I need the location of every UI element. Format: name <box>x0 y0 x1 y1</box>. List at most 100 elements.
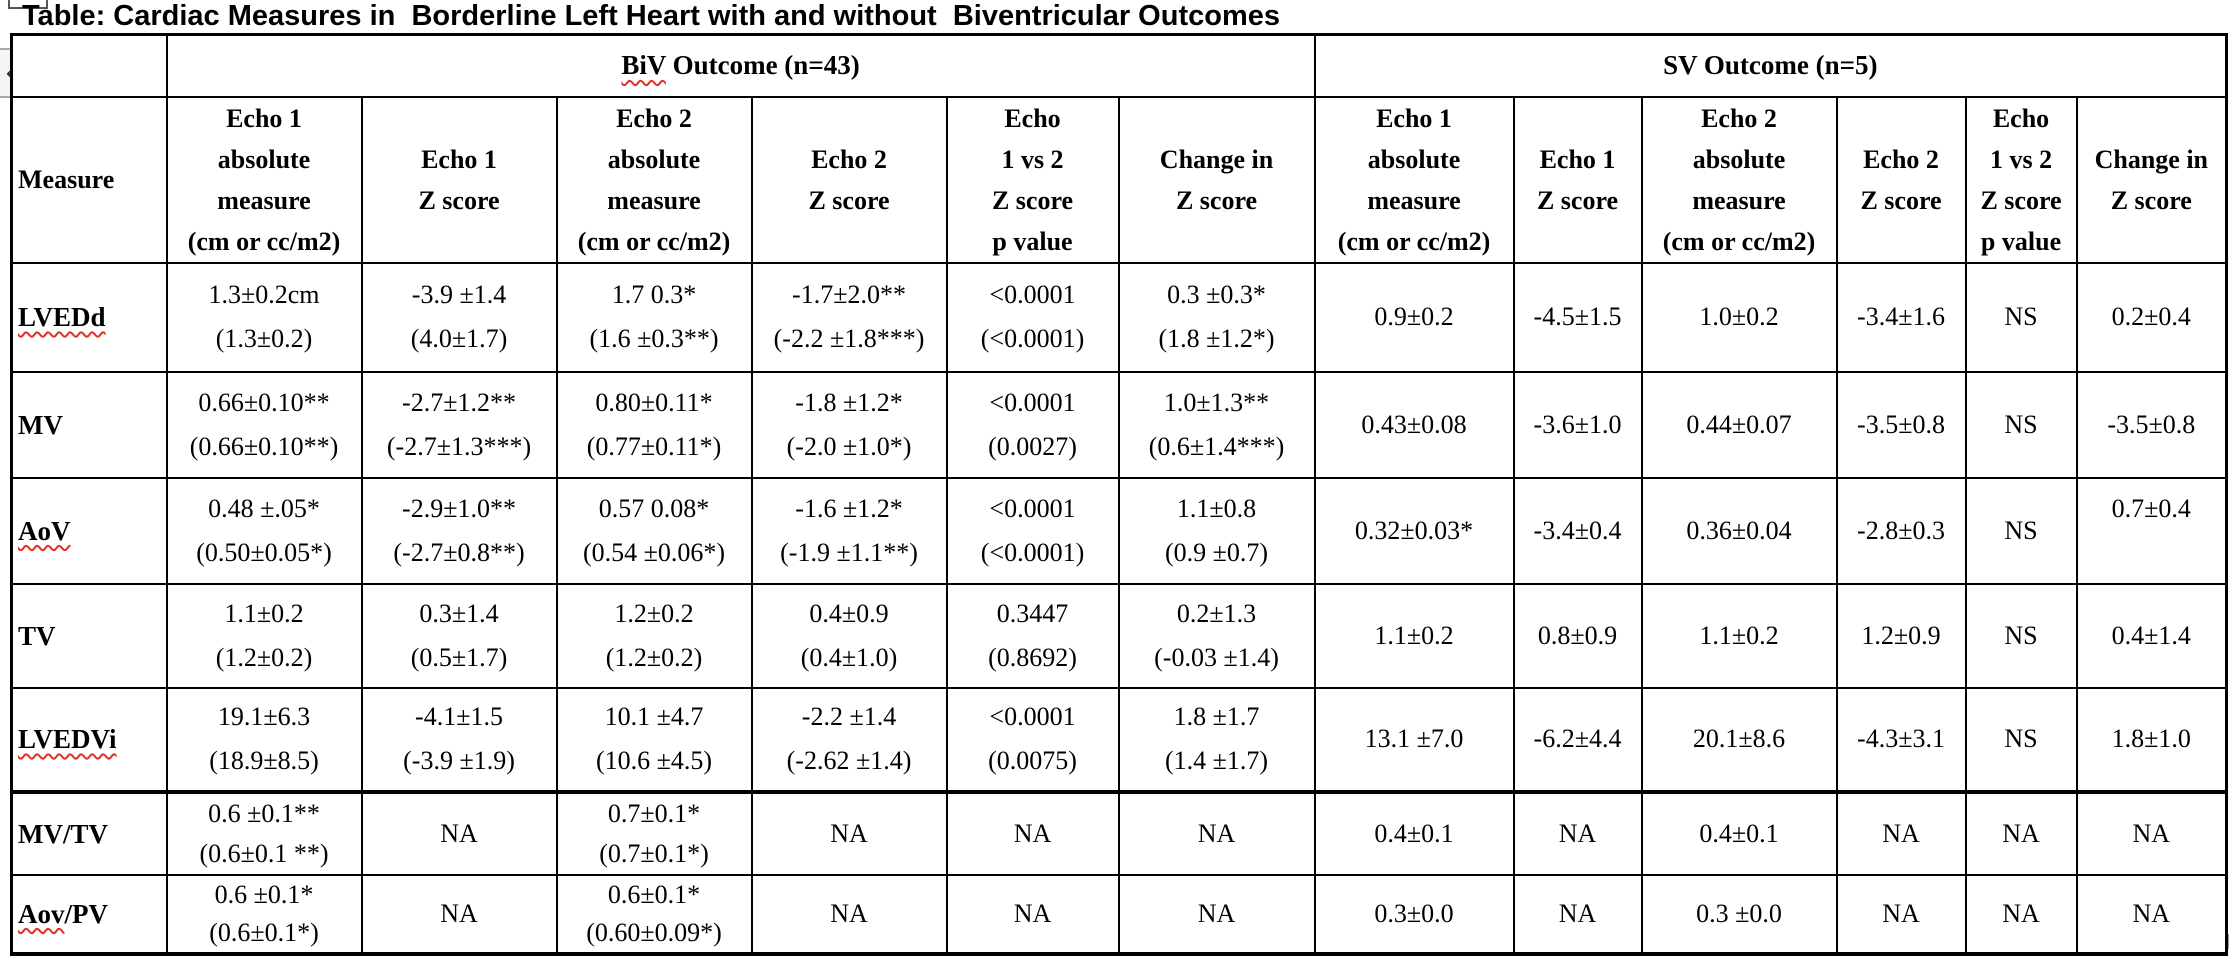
measure-cell-mv-tv: MV/TV <box>10 789 168 876</box>
data-cell: -2.7±1.2** (-2.7±1.3***) <box>360 370 558 479</box>
data-cell: 0.4±0.1 <box>1640 789 1838 876</box>
data-cell: 0.48 ±.05* (0.50±0.05*) <box>165 476 363 585</box>
data-cell: 0.3447 (0.8692) <box>945 582 1120 689</box>
col-header-sv-echo1-z: Echo 1 Z score <box>1512 95 1643 264</box>
data-cell: -4.3±3.1 <box>1835 686 1967 793</box>
measure-cell-lvedd: LVEDd <box>10 261 168 373</box>
group-biv-rest: Outcome (n=43) <box>665 50 860 81</box>
col-header-sv-echo1-abs: Echo 1 absolute measure (cm or cc/m2) <box>1313 95 1515 264</box>
data-cell: -2.9±1.0** (-2.7±0.8**) <box>360 476 558 585</box>
data-cell: NA <box>1964 789 2078 876</box>
data-cell: 1.2±0.2 (1.2±0.2) <box>555 582 753 689</box>
data-cell: -4.5±1.5 <box>1512 261 1643 373</box>
data-cell: -2.2 ±1.4 (-2.62 ±1.4) <box>750 686 948 793</box>
data-cell: 1.7 0.3* (1.6 ±0.3**) <box>555 261 753 373</box>
table-row: AoV 0.48 ±.05* (0.50±0.05*) -2.9±1.0** (-2… <box>10 476 2228 585</box>
col-header-biv-echo1-abs: Echo 1 absolute measure (cm or cc/m2) <box>165 95 363 264</box>
data-cell: 0.2±0.4 <box>2075 261 2228 373</box>
measure-cell-tv: TV <box>10 582 168 689</box>
ui-fragment-top <box>8 0 48 9</box>
col-header-biv-change-z: Change in Z score <box>1117 95 1316 264</box>
data-cell: 0.7±0.4 <box>2075 476 2228 585</box>
col-header-sv-change-z: Change in Z score <box>2075 95 2228 264</box>
data-cell: -1.6 ±1.2* (-1.9 ±1.1**) <box>750 476 948 585</box>
measure-label: Aov <box>18 898 65 929</box>
measure-label: AoV <box>18 515 71 546</box>
table-body: LVEDd 1.3±0.2cm (1.3±0.2) -3.9 ±1.4 (4.0±1… <box>10 261 2228 955</box>
data-cell: NA <box>1964 873 2078 955</box>
col-header-biv-pvalue: Echo 1 vs 2 Z score p value <box>945 95 1120 264</box>
data-cell: 1.1±0.8 (0.9 ±0.7) <box>1117 476 1316 585</box>
data-cell: 1.8 ±1.7 (1.4 ±1.7) <box>1117 686 1316 793</box>
data-cell: 0.36±0.04 <box>1640 476 1838 585</box>
data-cell: 0.3±1.4 (0.5±1.7) <box>360 582 558 689</box>
data-cell: NA <box>1512 873 1643 955</box>
table-row: MV 0.66±0.10** (0.66±0.10**) -2.7±1.2** (-… <box>10 370 2228 479</box>
measure-cell-lvedvi: LVEDVi <box>10 686 168 793</box>
col-header-biv-echo1-z: Echo 1 Z score <box>360 95 558 264</box>
data-cell: NA <box>750 789 948 876</box>
data-cell: 13.1 ±7.0 <box>1313 686 1515 793</box>
data-cell: NA <box>2075 873 2228 955</box>
data-cell: -1.8 ±1.2* (-2.0 ±1.0*) <box>750 370 948 479</box>
measure-label: LVEDVi <box>18 724 117 754</box>
data-cell: 1.0±0.2 <box>1640 261 1838 373</box>
data-cell: NS <box>1964 370 2078 479</box>
data-cell: NA <box>1117 789 1316 876</box>
data-cell: 0.9±0.2 <box>1313 261 1515 373</box>
col-header-sv-echo2-abs: Echo 2 absolute measure (cm or cc/m2) <box>1640 95 1838 264</box>
data-cell: 1.1±0.2 <box>1640 582 1838 689</box>
data-cell: 0.3 ±0.0 <box>1640 873 1838 955</box>
data-cell: NA <box>945 873 1120 955</box>
measure-label: TV <box>18 620 56 651</box>
data-cell: NS <box>1964 582 2078 689</box>
column-header-row: Measure Echo 1 absolute measure (cm or c… <box>10 95 2228 264</box>
data-cell: 0.6±0.1* (0.60±0.09*) <box>555 873 753 955</box>
col-header-biv-echo2-abs: Echo 2 absolute measure (cm or cc/m2) <box>555 95 753 264</box>
col-header-sv-pvalue: Echo 1 vs 2 Z score p value <box>1964 95 2078 264</box>
data-cell: 0.32±0.03* <box>1313 476 1515 585</box>
group-header-biv: BiV Outcome (n=43) <box>165 33 1316 98</box>
data-cell: 0.6 ±0.1* (0.6±0.1*) <box>165 873 363 955</box>
data-cell: -3.4±1.6 <box>1835 261 1967 373</box>
data-cell: NA <box>1835 873 1967 955</box>
cardiac-measures-table: BiV Outcome (n=43) SV Outcome (n=5) Meas… <box>10 33 2229 956</box>
data-cell: NA <box>1117 873 1316 955</box>
table-row: TV 1.1±0.2 (1.2±0.2) 0.3±1.4 (0.5±1.7) 1.2±… <box>10 582 2228 689</box>
measure-cell-aov: AoV <box>10 476 168 585</box>
data-cell: 0.44±0.07 <box>1640 370 1838 479</box>
corner-empty-cell <box>10 33 168 98</box>
measure-cell-mv: MV <box>10 370 168 479</box>
data-cell: NS <box>1964 686 2078 793</box>
data-cell: 0.8±0.9 <box>1512 582 1643 689</box>
data-cell: -3.5±0.8 <box>1835 370 1967 479</box>
group-header-sv: SV Outcome (n=5) <box>1313 33 2228 98</box>
data-cell: -4.1±1.5 (-3.9 ±1.9) <box>360 686 558 793</box>
data-cell: 0.4±1.4 <box>2075 582 2228 689</box>
data-cell: 0.3 ±0.3* (1.8 ±1.2*) <box>1117 261 1316 373</box>
data-cell: 0.80±0.11* (0.77±0.11*) <box>555 370 753 479</box>
data-cell: <0.0001 (<0.0001) <box>945 476 1120 585</box>
data-cell: <0.0001 (0.0075) <box>945 686 1120 793</box>
data-cell: -3.9 ±1.4 (4.0±1.7) <box>360 261 558 373</box>
data-cell: NS <box>1964 261 2078 373</box>
measure-label: MV/TV <box>18 818 108 849</box>
measure-label: LVEDd <box>18 302 106 332</box>
data-cell: 20.1±8.6 <box>1640 686 1838 793</box>
data-cell: NA <box>360 873 558 955</box>
data-cell: -1.7±2.0** (-2.2 ±1.8***) <box>750 261 948 373</box>
page-title: Table: Cardiac Measures in Borderline Le… <box>22 0 1280 32</box>
data-cell: 0.6 ±0.1** (0.6±0.1 **) <box>165 789 363 876</box>
data-cell: 0.4±0.1 <box>1313 789 1515 876</box>
data-cell: NA <box>360 789 558 876</box>
data-cell: NS <box>1964 476 2078 585</box>
data-cell: 1.3±0.2cm (1.3±0.2) <box>165 261 363 373</box>
table-row: LVEDVi 19.1±6.3 (18.9±8.5) -4.1±1.5 (-3.9 … <box>10 686 2228 793</box>
table-row: Aov/PV 0.6 ±0.1* (0.6±0.1*) NA 0.6±0.1* (0.… <box>10 873 2228 955</box>
data-cell: 10.1 ±4.7 (10.6 ±4.5) <box>555 686 753 793</box>
group-header-row: BiV Outcome (n=43) SV Outcome (n=5) <box>10 33 2228 98</box>
data-cell: 0.57 0.08* (0.54 ±0.06*) <box>555 476 753 585</box>
table-row: LVEDd 1.3±0.2cm (1.3±0.2) -3.9 ±1.4 (4.0±1… <box>10 261 2228 373</box>
data-cell: 1.0±1.3** (0.6±1.4***) <box>1117 370 1316 479</box>
data-cell: 0.7±0.1* (0.7±0.1*) <box>555 789 753 876</box>
